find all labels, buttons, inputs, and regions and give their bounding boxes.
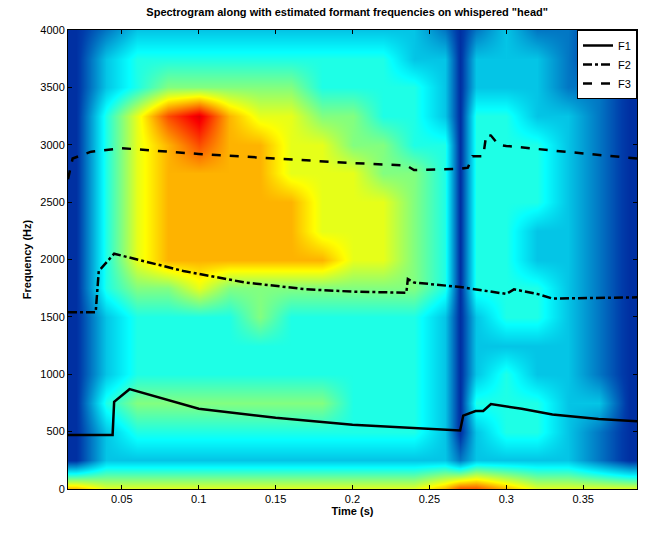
svg-text:500: 500	[46, 425, 64, 437]
svg-text:0: 0	[59, 483, 65, 495]
svg-text:0.2: 0.2	[345, 493, 360, 505]
svg-text:3500: 3500	[40, 81, 64, 93]
svg-text:3000: 3000	[40, 139, 64, 151]
svg-text:0.3: 0.3	[499, 493, 514, 505]
svg-text:0.35: 0.35	[572, 493, 593, 505]
svg-text:0.05: 0.05	[111, 493, 132, 505]
svg-text:0.1: 0.1	[191, 493, 206, 505]
svg-text:Time (s): Time (s)	[332, 505, 374, 517]
svg-text:0.25: 0.25	[419, 493, 440, 505]
svg-text:Frequency (Hz): Frequency (Hz)	[21, 219, 33, 299]
svg-text:1500: 1500	[40, 311, 64, 323]
svg-text:2500: 2500	[40, 196, 64, 208]
svg-text:0.15: 0.15	[265, 493, 286, 505]
svg-text:F1: F1	[618, 40, 631, 52]
svg-text:4000: 4000	[40, 24, 64, 36]
svg-text:1000: 1000	[40, 368, 64, 380]
svg-text:F3: F3	[618, 78, 631, 90]
svg-text:Spectrogram along with estimat: Spectrogram along with estimated formant…	[146, 6, 548, 18]
svg-text:2000: 2000	[40, 253, 64, 265]
svg-text:F2: F2	[618, 59, 631, 71]
